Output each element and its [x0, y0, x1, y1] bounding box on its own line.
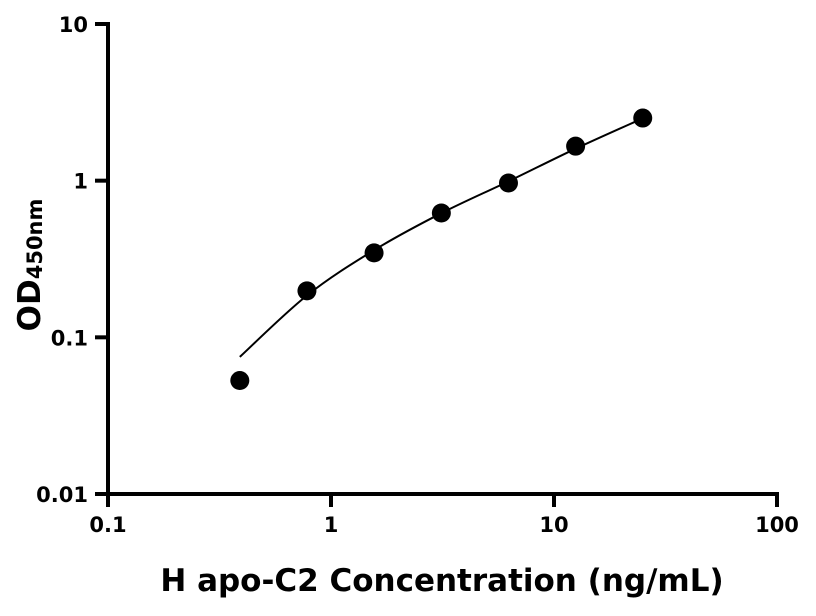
y-axis-label-subscript: 450nm [23, 199, 47, 280]
data-point [498, 173, 518, 193]
x-tick-label: 10 [539, 513, 568, 537]
data-point [566, 136, 586, 156]
y-tick-label: 0.1 [51, 326, 88, 350]
y-tick-label: 0.01 [36, 483, 88, 507]
x-tick-label: 1 [324, 513, 339, 537]
fit-curve [239, 117, 644, 358]
axes [106, 22, 779, 496]
data-point [633, 108, 653, 128]
y-axis-label: OD450nm [12, 199, 48, 332]
data-points [230, 108, 653, 391]
x-ticks: 0.1 1 10 100 [89, 494, 799, 537]
data-point [297, 281, 317, 301]
data-point [431, 203, 451, 223]
x-tick-label: 0.1 [89, 513, 126, 537]
y-tick-label: 10 [59, 13, 88, 37]
data-point [230, 371, 250, 391]
x-tick-label: 100 [755, 513, 799, 537]
x-axis-label: H apo-C2 Concentration (ng/mL) [160, 563, 723, 599]
y-tick-label: 1 [73, 170, 88, 194]
y-axis-label-main: OD [12, 279, 48, 331]
y-ticks: 0.01 0.1 1 10 [36, 13, 108, 507]
data-point [364, 243, 384, 263]
